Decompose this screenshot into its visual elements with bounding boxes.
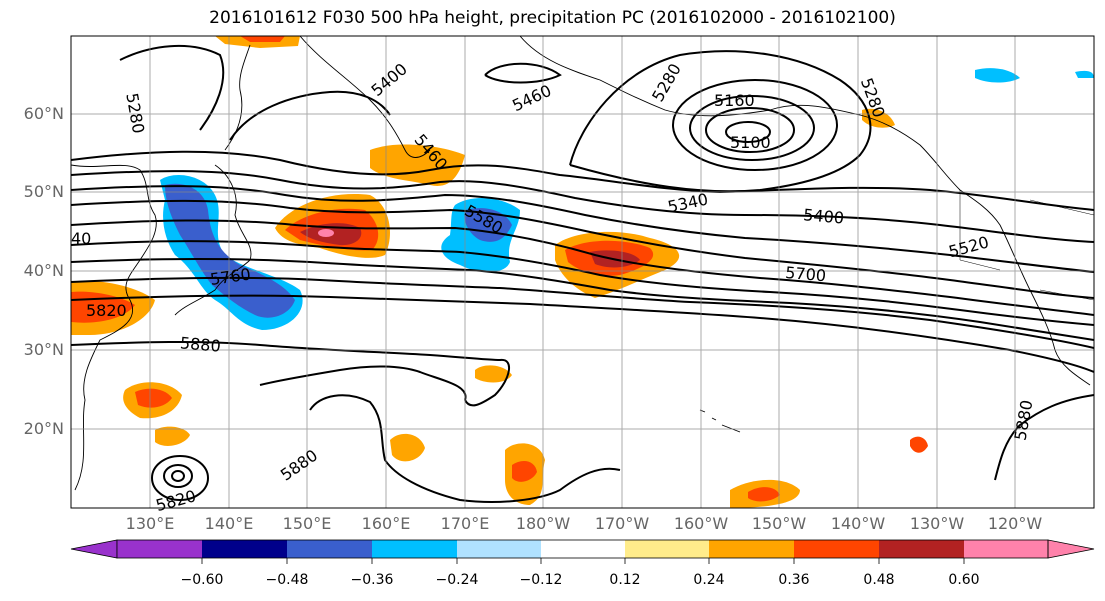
precipitation-shading xyxy=(71,36,1094,508)
colorbar-tick-label: 0.24 xyxy=(693,572,725,588)
colorbar-tick-label: −0.24 xyxy=(435,572,479,588)
lon-label: 130°E xyxy=(125,514,175,533)
colorbar-tick-label: 0.36 xyxy=(778,572,810,588)
colorbar-bin xyxy=(117,540,202,558)
colorbar-tick-label: −0.60 xyxy=(180,572,224,588)
lon-label: 150°W xyxy=(751,514,807,533)
map-title: 2016101612 F030 500 hPa height, precipit… xyxy=(209,8,896,28)
contour-label: 5700 xyxy=(785,263,827,285)
contour-label: 5280 xyxy=(648,60,685,105)
lat-label: 30°N xyxy=(23,340,64,359)
lon-label: 170°E xyxy=(440,514,490,533)
contour-label: 5340 xyxy=(666,189,710,216)
lon-label: 130°W xyxy=(909,514,965,533)
height-contours xyxy=(71,45,1094,503)
colorbar-tick-label: 0.48 xyxy=(863,572,895,588)
lon-label: 160°E xyxy=(361,514,411,533)
contour-label: 5400 xyxy=(803,205,845,227)
contour-label: 5280 xyxy=(857,75,889,120)
contour-label: 5280 xyxy=(122,92,148,135)
contour-label: 40 xyxy=(71,229,91,248)
colorbar-tick-label: −0.36 xyxy=(350,572,394,588)
contour-labels: 5280 5400 5460 5280 5160 5100 5280 5340 … xyxy=(71,59,1036,515)
contour-label: 5400 xyxy=(367,59,410,100)
contour-label: 5460 xyxy=(509,81,554,115)
contour-label: 5160 xyxy=(714,91,755,110)
colorbar-bin xyxy=(625,540,709,558)
colorbar-bin xyxy=(457,540,541,558)
lon-label: 160°W xyxy=(673,514,729,533)
lat-label: 50°N xyxy=(23,182,64,201)
colorbar-bin xyxy=(794,540,879,558)
map-frame xyxy=(70,35,1095,509)
lon-label: 150°E xyxy=(282,514,332,533)
colorbar-tick-label: −0.12 xyxy=(519,572,563,588)
colorbar-tick-label: −0.48 xyxy=(265,572,309,588)
colorbar-frame xyxy=(116,539,1049,559)
lon-label: 140°E xyxy=(204,514,254,533)
lat-label: 60°N xyxy=(23,104,64,123)
colorbar-bin xyxy=(964,540,1048,558)
contour-label: 5880 xyxy=(179,333,221,355)
colorbar-bin xyxy=(541,540,625,558)
colorbar-low-extend xyxy=(70,539,118,559)
contour-label: 5820 xyxy=(154,486,198,515)
contour-label: 5820 xyxy=(86,301,127,320)
colorbar-high-extend xyxy=(1047,539,1095,559)
graticule xyxy=(71,36,1094,508)
colorbar-bin xyxy=(202,540,287,558)
lon-label: 140°W xyxy=(830,514,886,533)
lat-label: 40°N xyxy=(23,261,64,280)
colorbar-tick-label: 0.12 xyxy=(609,572,641,588)
lon-label: 180°W xyxy=(515,514,571,533)
lat-label: 20°N xyxy=(23,419,64,438)
contour-label: 5880 xyxy=(277,446,321,485)
lon-label: 170°W xyxy=(594,514,650,533)
colorbar-bin xyxy=(709,540,794,558)
colorbar-bin xyxy=(372,540,457,558)
colorbar-tick-label: 0.60 xyxy=(948,572,980,588)
contour-label: 5100 xyxy=(730,133,771,152)
contour-label: 5880 xyxy=(1011,399,1037,442)
lon-label: 120°W xyxy=(987,514,1043,533)
colorbar-bin xyxy=(287,540,372,558)
colorbar-bin xyxy=(879,540,964,558)
colorbar xyxy=(70,539,1095,564)
